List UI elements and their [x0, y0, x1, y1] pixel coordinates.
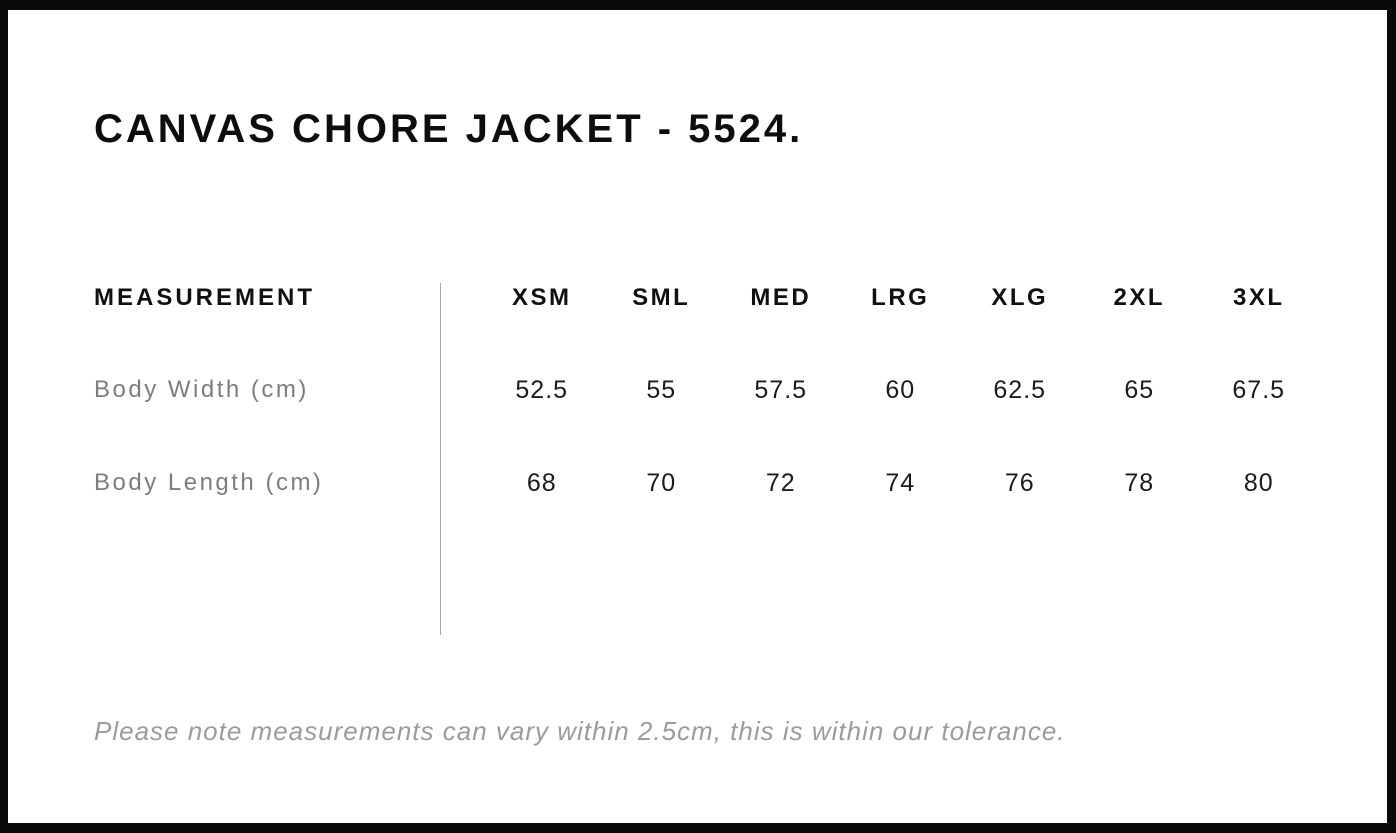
body-length-sml: 70	[646, 468, 677, 497]
body-length-3xl: 80	[1243, 468, 1274, 497]
body-width-lrg: 60	[885, 375, 916, 404]
body-length-xsm: 68	[526, 468, 557, 497]
table-header-row: MEASUREMENT XSM SML MED LRG XLG 2XL 3XL	[94, 283, 1324, 313]
body-width-med: 57.5	[754, 375, 808, 404]
size-header-3xl: 3XL	[1232, 284, 1285, 311]
body-width-3xl: 67.5	[1232, 375, 1286, 404]
size-header-lrg: LRG	[871, 284, 930, 311]
size-header-xsm: XSM	[511, 284, 572, 311]
body-width-sml: 55	[646, 375, 677, 404]
body-length-2xl: 78	[1124, 468, 1155, 497]
row-label-body-width: Body Width (cm)	[94, 376, 309, 403]
row-label-body-length: Body Length (cm)	[94, 469, 324, 496]
table-row-body-length: Body Length (cm) 68 70 72 74 76 78 80	[94, 468, 1324, 498]
size-header-2xl: 2XL	[1113, 284, 1165, 311]
body-width-2xl: 65	[1124, 375, 1155, 404]
table-vertical-divider	[440, 283, 441, 635]
size-chart-table: MEASUREMENT XSM SML MED LRG XLG 2XL 3XL …	[94, 283, 1324, 635]
body-width-xlg: 62.5	[993, 375, 1047, 404]
body-width-xsm: 52.5	[515, 375, 569, 404]
page-title: CANVAS CHORE JACKET - 5524.	[94, 107, 804, 151]
body-length-xlg: 76	[1004, 468, 1035, 497]
page-content: CANVAS CHORE JACKET - 5524. MEASUREMENT …	[8, 105, 1387, 746]
size-header-xlg: XLG	[991, 284, 1049, 311]
tolerance-note: Please note measurements can vary within…	[94, 716, 1066, 746]
body-length-lrg: 74	[885, 468, 916, 497]
table-row-body-width: Body Width (cm) 52.5 55 57.5 60 62.5 65 …	[94, 375, 1324, 405]
size-header-med: MED	[750, 284, 812, 311]
measurement-column-header: MEASUREMENT	[94, 284, 316, 311]
size-header-sml: SML	[632, 284, 691, 311]
body-length-med: 72	[765, 468, 796, 497]
